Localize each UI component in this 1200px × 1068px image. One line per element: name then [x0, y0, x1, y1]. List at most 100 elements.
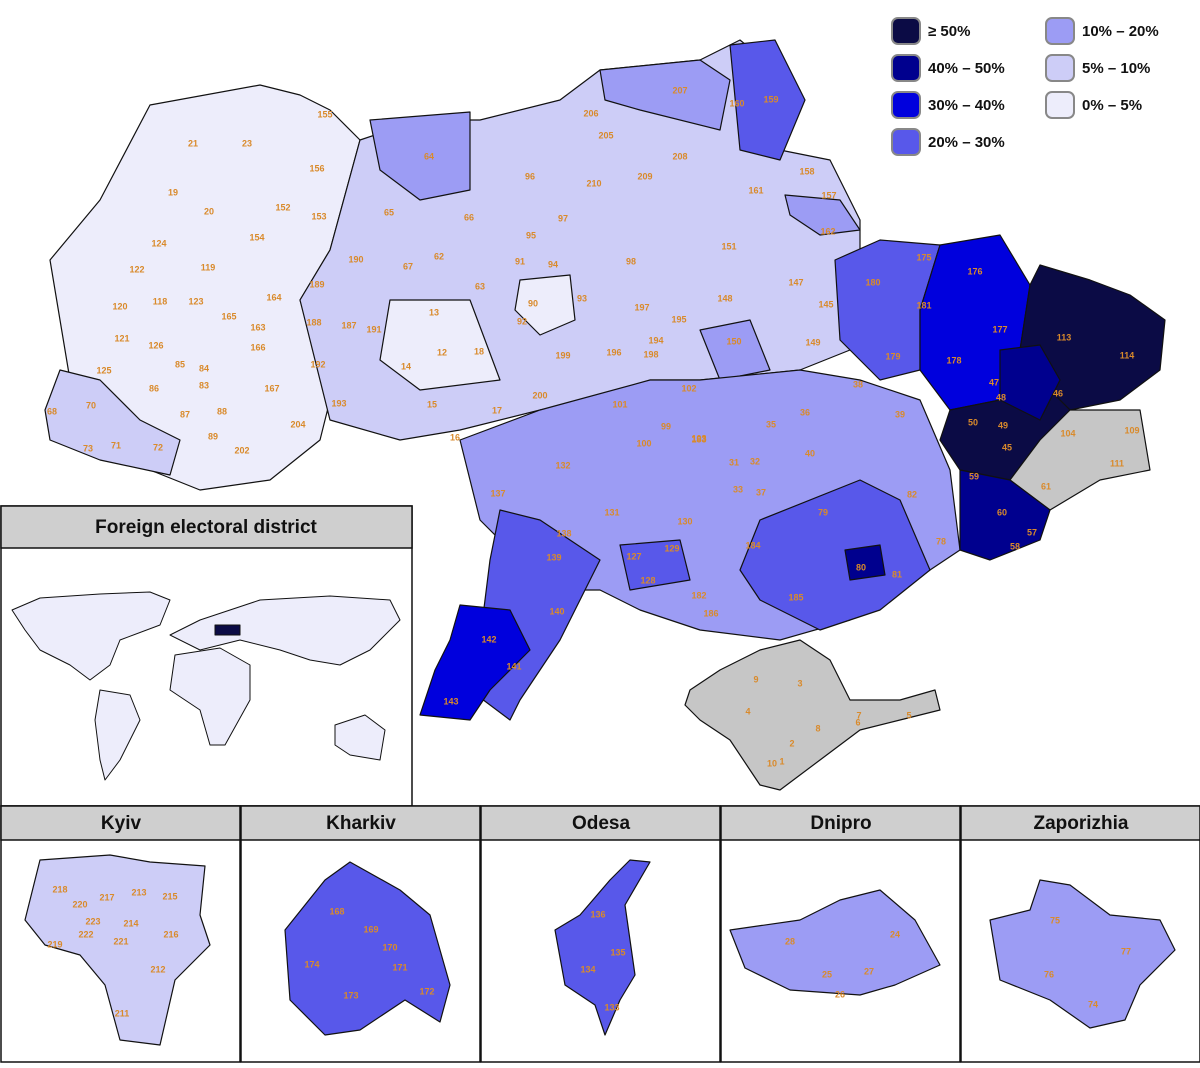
district-label: 27 — [864, 966, 874, 976]
district-label: 15 — [427, 399, 437, 409]
district-label: 191 — [366, 324, 381, 334]
district-label: 31 — [729, 457, 739, 467]
district-label: 2 — [789, 738, 794, 748]
district-label: 126 — [148, 340, 163, 350]
district-label: 98 — [626, 256, 636, 266]
district-label: 182 — [691, 590, 706, 600]
legend-swatch — [891, 54, 921, 82]
district-label: 76 — [1044, 969, 1054, 979]
district-label: 173 — [343, 990, 358, 1000]
district-label: 96 — [525, 171, 535, 181]
region — [599, 59, 731, 131]
district-label: 129 — [664, 543, 679, 553]
district-label: 206 — [583, 108, 598, 118]
inset-title-bar — [240, 805, 481, 841]
district-label: 16 — [450, 432, 460, 442]
world-landmass — [169, 647, 251, 746]
district-label: 60 — [997, 507, 1007, 517]
district-label: 153 — [311, 211, 326, 221]
world-landmass — [334, 714, 386, 761]
district-label: 139 — [546, 552, 561, 562]
district-label: 64 — [424, 151, 434, 161]
world-landmass — [214, 624, 241, 636]
district-label: 189 — [309, 279, 324, 289]
district-label: 81 — [892, 569, 902, 579]
district-label: 83 — [199, 380, 209, 390]
region — [514, 274, 576, 336]
district-label: 141 — [506, 661, 521, 671]
district-label: 134 — [580, 964, 595, 974]
district-label: 165 — [221, 311, 236, 321]
district-label: 102 — [681, 383, 696, 393]
district-label: 154 — [249, 232, 264, 242]
legend-swatch — [1045, 54, 1075, 82]
legend-swatch — [891, 17, 921, 45]
district-label: 188 — [306, 317, 321, 327]
district-label: 118 — [153, 296, 168, 306]
district-label: 197 — [634, 302, 649, 312]
district-label: 219 — [47, 939, 62, 949]
district-label: 148 — [717, 293, 732, 303]
district-label: 147 — [788, 277, 803, 287]
district-label: 128 — [640, 575, 655, 585]
district-label: 109 — [1124, 425, 1139, 435]
district-label: 187 — [341, 320, 356, 330]
district-label: 85 — [175, 359, 185, 369]
district-label: 133 — [604, 1002, 619, 1012]
district-label: 214 — [123, 918, 138, 928]
district-label: 131 — [604, 507, 619, 517]
district-label: 209 — [637, 171, 652, 181]
district-label: 223 — [85, 916, 100, 926]
district-label: 79 — [818, 507, 828, 517]
district-label: 217 — [99, 892, 114, 902]
district-label: 200 — [532, 390, 547, 400]
district-label: 120 — [112, 301, 127, 311]
district-label: 184 — [745, 540, 760, 550]
foreign-title-bar — [0, 505, 413, 549]
district-label: 202 — [234, 445, 249, 455]
world-landmass — [94, 689, 141, 781]
legend-label: 5% – 10% — [1082, 60, 1150, 77]
district-label: 119 — [201, 262, 216, 272]
district-label: 70 — [86, 400, 96, 410]
inset-title: Zaporizhia — [1033, 813, 1128, 834]
district-label: 159 — [763, 94, 778, 104]
district-label: 99 — [661, 421, 671, 431]
district-label: 204 — [290, 419, 305, 429]
city-map — [729, 889, 941, 996]
region — [619, 539, 691, 591]
district-label: 32 — [750, 456, 760, 466]
district-label: 113 — [1057, 332, 1072, 342]
district-label: 33 — [733, 484, 743, 494]
district-label: 92 — [517, 316, 527, 326]
district-label: 18 — [474, 346, 484, 356]
district-label: 138 — [556, 528, 571, 538]
inset-title-bar — [480, 805, 721, 841]
district-label: 222 — [78, 929, 93, 939]
district-label: 192 — [310, 359, 325, 369]
inset-title: Odesa — [572, 813, 631, 834]
district-label: 181 — [916, 300, 931, 310]
district-label: 68 — [47, 406, 57, 416]
district-label: 40 — [805, 448, 815, 458]
legend-swatch — [891, 128, 921, 156]
world-landmass — [169, 595, 401, 666]
region — [44, 369, 181, 476]
district-label: 3 — [797, 678, 802, 688]
district-label: 175 — [916, 252, 931, 262]
region — [369, 111, 471, 201]
region — [959, 469, 1051, 561]
district-label: 67 — [403, 261, 413, 271]
city-map — [24, 854, 211, 1046]
district-label: 82 — [907, 489, 917, 499]
district-label: 61 — [1041, 481, 1051, 491]
district-label: 190 — [348, 254, 363, 264]
district-label: 62 — [434, 251, 444, 261]
region — [379, 299, 501, 391]
district-label: 145 — [818, 299, 833, 309]
district-label: 24 — [890, 929, 900, 939]
region — [844, 544, 886, 581]
district-label: 155 — [317, 109, 332, 119]
district-label: 183 — [691, 434, 706, 444]
